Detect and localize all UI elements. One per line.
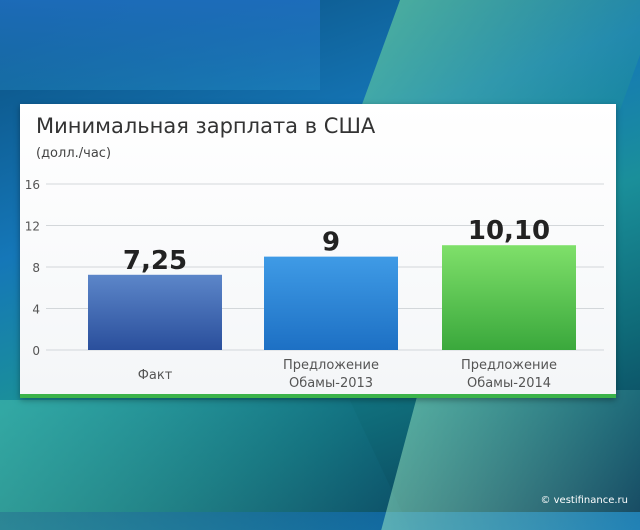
bar <box>442 245 576 350</box>
chart-subtitle: (долл./час) <box>36 146 112 161</box>
bar-value-label: 7,25 <box>123 246 187 276</box>
x-category-label: Факт <box>138 368 173 383</box>
x-category-label: Обамы-2014 <box>467 376 551 391</box>
bar-chart: 0 4 8 12 16 7,25 Факт 9 Предложение Обамы-2013 10… <box>25 178 604 391</box>
bar-value-label: 10,10 <box>468 216 550 246</box>
y-tick-label: 4 <box>32 303 40 317</box>
x-category-label: Предложение <box>461 358 557 373</box>
bar <box>88 274 222 350</box>
background-stripe <box>359 0 640 110</box>
background-stripe <box>381 390 640 530</box>
y-tick-label: 0 <box>32 344 40 358</box>
x-category-label: Предложение <box>283 358 379 373</box>
y-tick-label: 16 <box>25 178 40 192</box>
y-tick-label: 12 <box>25 220 40 234</box>
chart-title: Минимальная зарплата в США <box>36 114 376 138</box>
chart-panel: Минимальная зарплата в США (долл./час) 0… <box>20 104 616 398</box>
background-stripe <box>0 400 411 530</box>
background-stripe <box>0 0 320 90</box>
bar-value-label: 9 <box>322 228 340 258</box>
bar <box>264 256 398 350</box>
x-category-label: Обамы-2013 <box>289 376 373 391</box>
watermark: © vestifinance.ru <box>540 495 628 506</box>
y-tick-label: 8 <box>32 261 40 275</box>
